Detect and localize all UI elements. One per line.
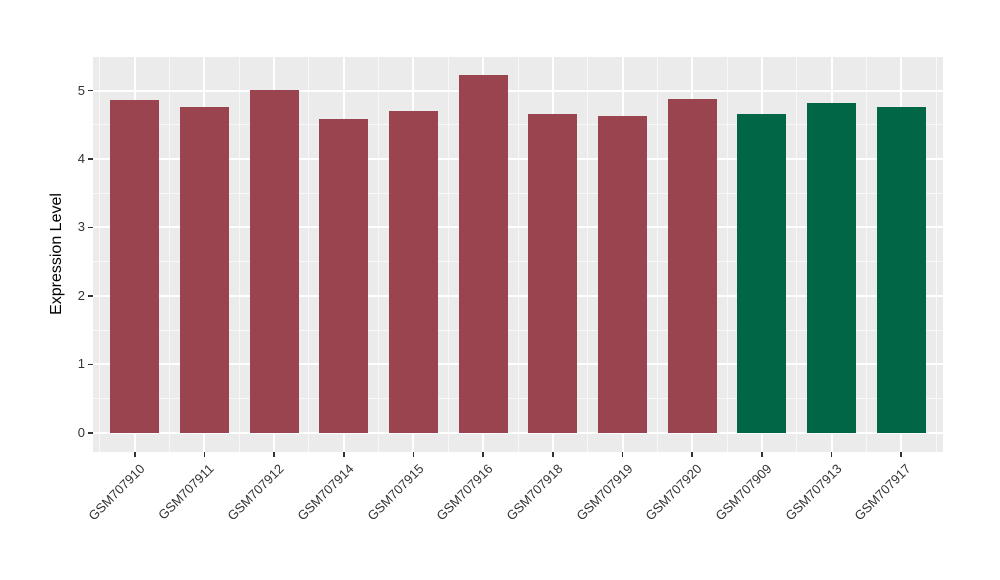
bar-GSM707920 bbox=[667, 98, 717, 433]
y-tick-label: 4 bbox=[77, 151, 85, 166]
minor-gridline-vertical bbox=[99, 57, 101, 452]
x-tick-mark bbox=[412, 452, 415, 457]
minor-gridline-vertical bbox=[169, 57, 171, 452]
x-tick-mark bbox=[134, 452, 136, 457]
minor-gridline-vertical bbox=[517, 57, 519, 452]
bar-GSM707911 bbox=[179, 106, 229, 433]
x-tick-label: GSM707912 bbox=[224, 461, 287, 524]
x-tick-mark bbox=[482, 452, 484, 457]
x-tick-label: GSM707913 bbox=[781, 461, 845, 524]
y-tick-mark bbox=[88, 226, 93, 229]
x-tick-mark bbox=[203, 452, 206, 457]
bar-GSM707910 bbox=[110, 100, 160, 433]
minor-gridline-vertical bbox=[935, 57, 937, 452]
plot-panel bbox=[93, 57, 943, 452]
y-tick-label: 2 bbox=[77, 287, 85, 303]
y-tick-mark bbox=[88, 432, 93, 434]
x-tick-label: GSM707909 bbox=[712, 461, 775, 524]
minor-gridline-vertical bbox=[796, 57, 798, 452]
minor-gridline-vertical bbox=[238, 57, 240, 452]
minor-gridline-vertical bbox=[308, 57, 310, 452]
x-tick-label: GSM707918 bbox=[503, 461, 566, 524]
x-tick-mark bbox=[761, 452, 763, 457]
y-tick-label: 1 bbox=[77, 356, 85, 372]
y-tick-label: 5 bbox=[77, 82, 85, 98]
bar-GSM707919 bbox=[598, 115, 647, 433]
bar-GSM707914 bbox=[319, 119, 369, 433]
x-tick-mark bbox=[830, 452, 833, 457]
x-tick-label: GSM707910 bbox=[85, 461, 148, 524]
x-tick-label: GSM707911 bbox=[155, 461, 218, 523]
bar-GSM707918 bbox=[528, 113, 578, 433]
y-tick-mark bbox=[88, 363, 93, 366]
x-tick-mark bbox=[273, 452, 275, 457]
x-tick-label: GSM707920 bbox=[642, 461, 705, 524]
y-tick-label: 0 bbox=[77, 424, 85, 440]
y-tick-mark bbox=[88, 89, 93, 92]
bar-GSM707909 bbox=[737, 113, 787, 433]
minor-gridline-vertical bbox=[656, 57, 658, 452]
x-tick-label: GSM707914 bbox=[294, 461, 357, 524]
bar-GSM707916 bbox=[458, 74, 508, 433]
minor-gridline-vertical bbox=[447, 57, 449, 452]
x-tick-label: GSM707916 bbox=[433, 461, 496, 524]
x-tick-mark bbox=[552, 452, 554, 457]
x-tick-label: GSM707917 bbox=[851, 461, 914, 524]
bar-GSM707915 bbox=[388, 111, 438, 433]
y-tick-label: 3 bbox=[77, 219, 85, 235]
x-tick-mark bbox=[900, 452, 902, 457]
y-tick-mark bbox=[88, 295, 93, 297]
y-tick-mark bbox=[88, 158, 93, 160]
bar-GSM707912 bbox=[249, 89, 299, 433]
bar-GSM707913 bbox=[807, 102, 857, 433]
x-tick-mark bbox=[343, 452, 345, 457]
minor-gridline-vertical bbox=[865, 57, 867, 452]
x-tick-label: GSM707915 bbox=[363, 461, 427, 524]
bar-GSM707917 bbox=[876, 106, 926, 433]
x-tick-label: GSM707919 bbox=[572, 461, 636, 524]
minor-gridline-vertical bbox=[726, 57, 728, 452]
minor-gridline-vertical bbox=[378, 57, 380, 452]
x-tick-mark bbox=[621, 452, 624, 457]
x-tick-mark bbox=[691, 452, 693, 457]
minor-gridline-vertical bbox=[587, 57, 589, 452]
